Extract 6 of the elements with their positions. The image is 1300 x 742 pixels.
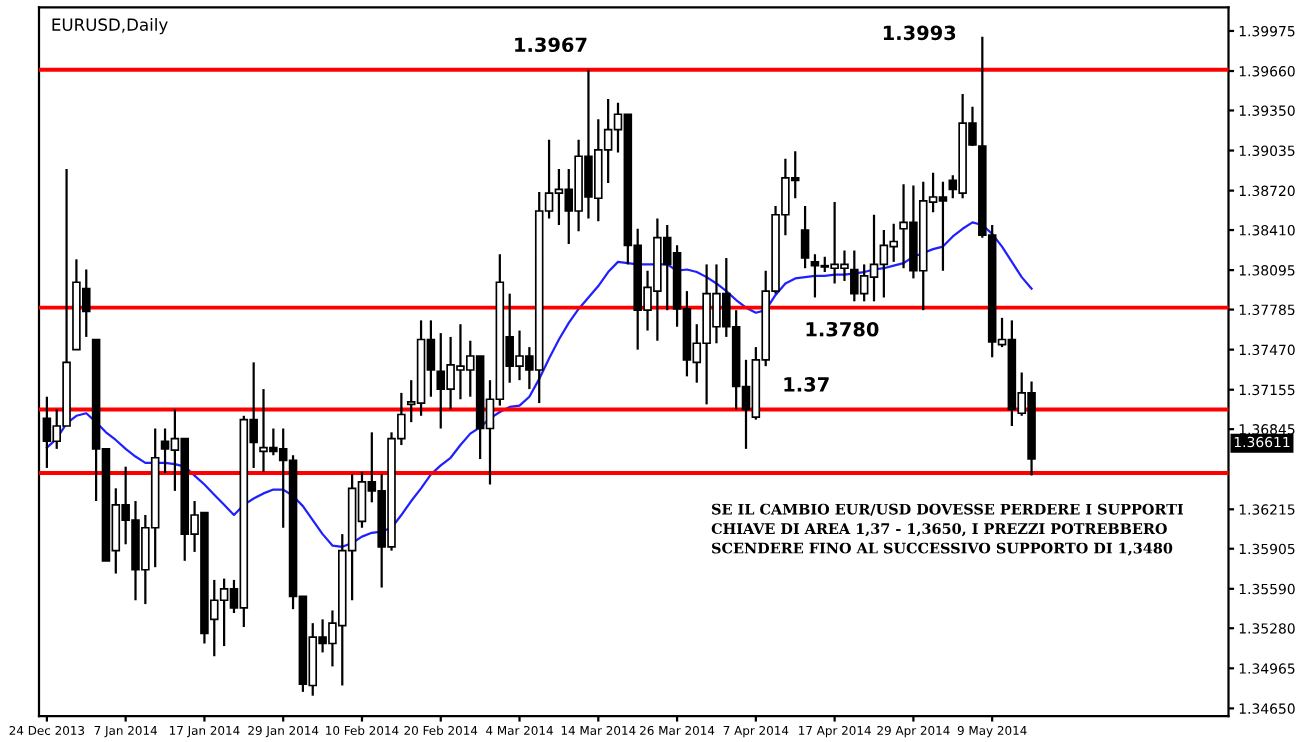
annotation: 1.3993 (883, 25, 956, 41)
ref-line-label: 1.37 (784, 377, 829, 392)
candlestick (800, 204, 810, 270)
ref-line-label: 1.3780 (806, 321, 879, 337)
text: EURUSD,Daily (52, 18, 168, 35)
ref-line-label: 1.3967 (515, 37, 587, 53)
